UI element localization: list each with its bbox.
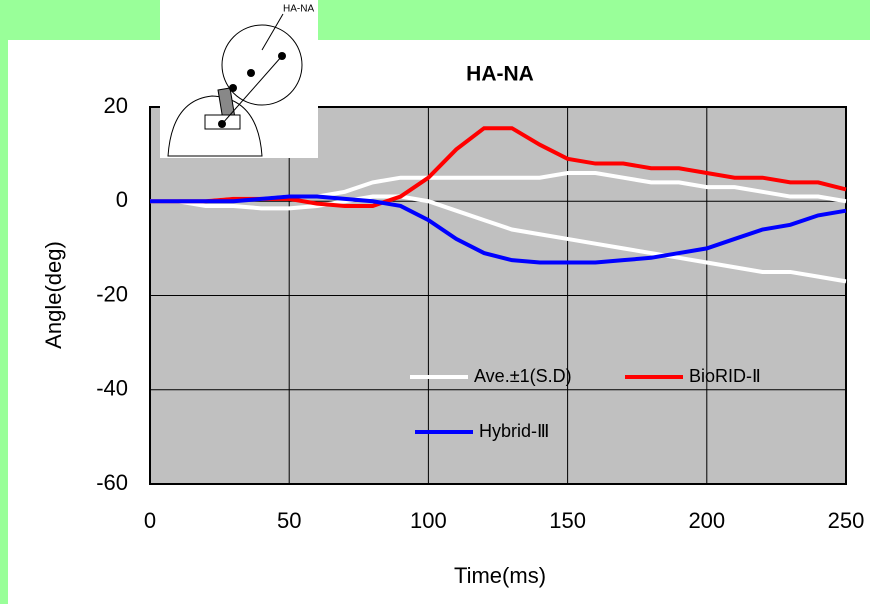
y-axis-label: Angle(deg): [41, 241, 66, 349]
x-tick-label: 150: [549, 508, 586, 533]
x-tick-label: 100: [410, 508, 447, 533]
inset-diagram: HA-NA: [160, 0, 318, 158]
chart-title: HA-NA: [466, 63, 534, 86]
inset-dot: [229, 84, 237, 92]
series-line-lower: [150, 194, 847, 284]
inset-label: HA-NA: [283, 4, 314, 15]
y-tick-label: -60: [96, 470, 128, 495]
y-tick-label: 20: [104, 93, 128, 118]
legend-label: Ave.±1(S.D): [474, 366, 572, 386]
x-tick-label: 250: [828, 508, 865, 533]
inset-dot: [218, 120, 226, 128]
x-tick-label: 200: [688, 508, 725, 533]
inset-line: [221, 55, 283, 125]
x-axis-label: Time(ms): [454, 563, 546, 588]
legend-label: Hybrid-Ⅲ: [479, 421, 549, 441]
y-tick-label: -40: [96, 376, 128, 401]
inset-pointer: [261, 13, 284, 51]
legend-label: BioRID-Ⅱ: [689, 366, 761, 386]
x-tick-label: 0: [144, 508, 156, 533]
series-line: [150, 194, 847, 265]
plot: [149, 106, 847, 485]
inset-dot: [278, 52, 286, 60]
x-tick-label: 50: [277, 508, 301, 533]
y-tick-label: 0: [116, 187, 128, 212]
y-tick-label: -20: [96, 281, 128, 306]
inset-head: [221, 24, 303, 106]
inset-dot: [247, 69, 255, 77]
